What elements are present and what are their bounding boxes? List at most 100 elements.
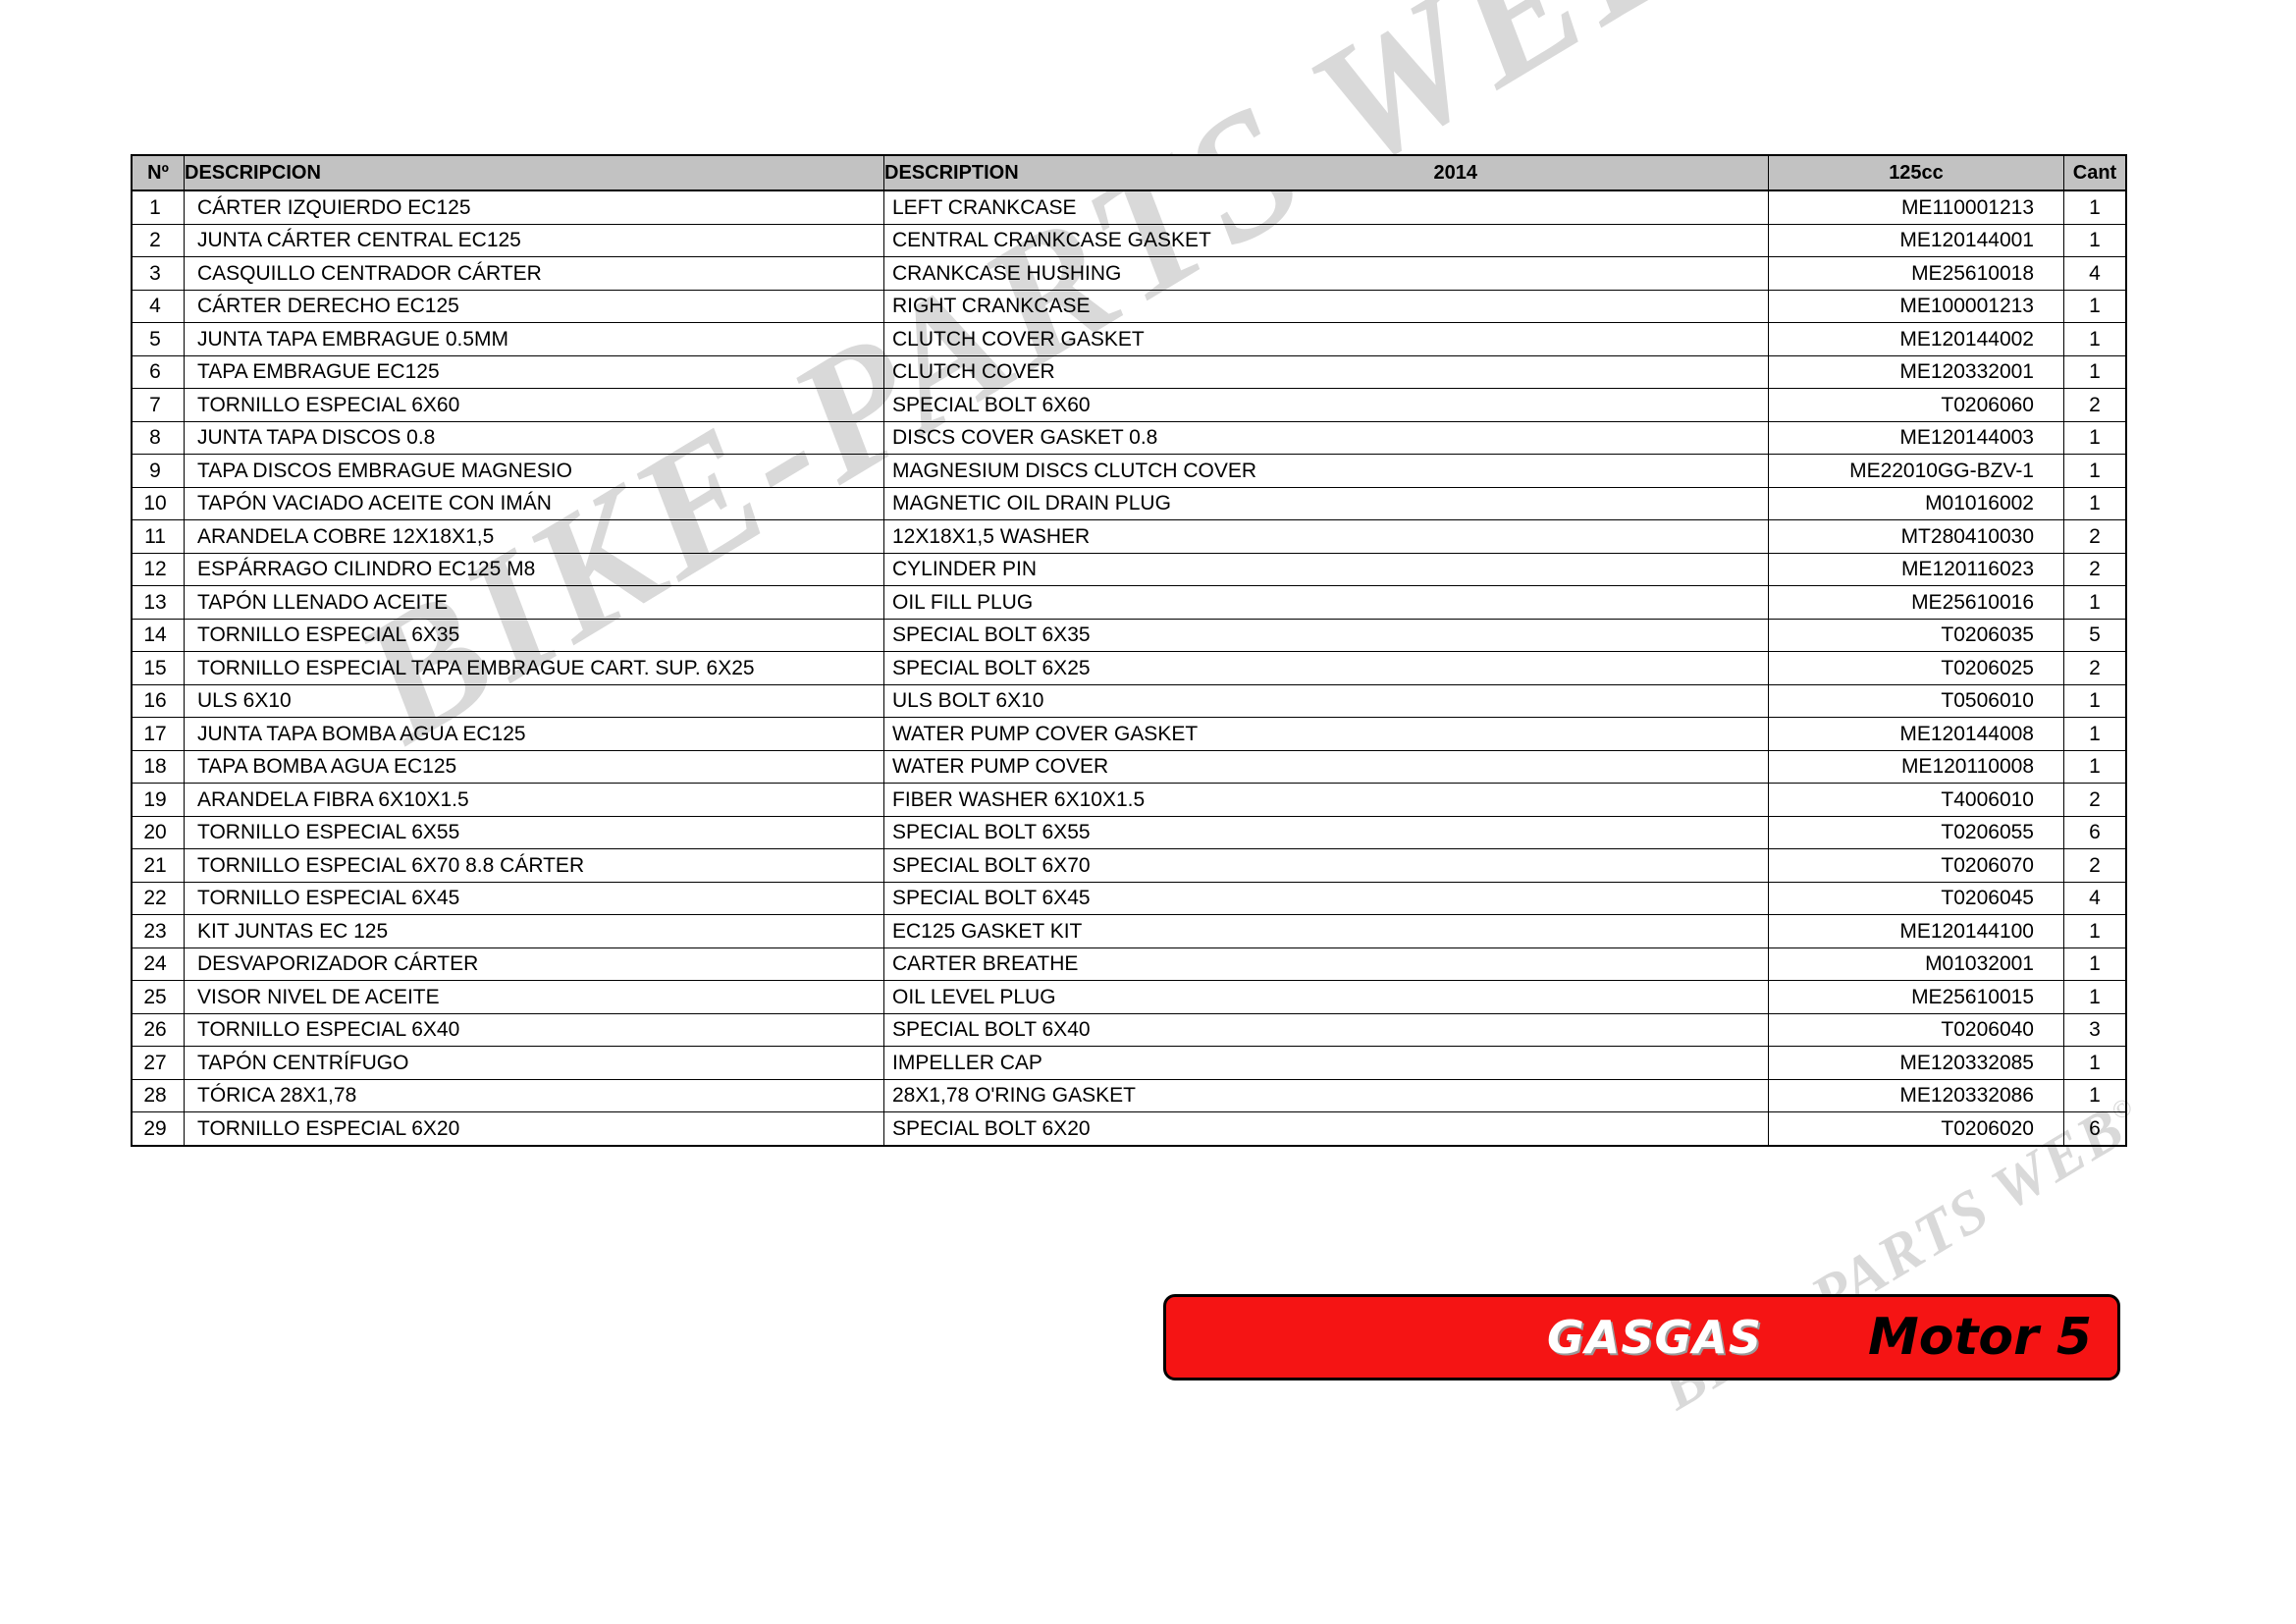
table-row[interactable]: 27 TAPÓN CENTRÍFUGO IMPELLER CAP ME12033208… [131,1046,2127,1080]
cell-number: 7 [131,388,185,422]
table-row[interactable]: 4 CÁRTER DERECHO EC125 RIGHT CRANKCASE ME10… [131,289,2127,323]
cell-description: RIGHT CRANKCASE [883,289,1769,323]
table-row[interactable]: 20 TORNILLO ESPECIAL 6X55 SPECIAL BOLT 6X5… [131,815,2127,849]
cell-description: MAGNETIC OIL DRAIN PLUG [883,486,1769,520]
cell-description: OIL FILL PLUG [883,585,1769,620]
cell-number: 3 [131,256,185,291]
cell-description: CLUTCH COVER GASKET [883,322,1769,356]
section-title-motor-5: Motor 5 [1868,1308,2092,1367]
cell-descripcion: TORNILLO ESPECIAL 6X60 [184,388,884,422]
cell-descripcion: TORNILLO ESPECIAL 6X70 8.8 CÁRTER [184,848,884,883]
table-row[interactable]: 28 TÓRICA 28X1,78 28X1,78 O'RING GASKET ME1… [131,1078,2127,1112]
table-row[interactable]: 16 ULS 6X10 ULS BOLT 6X10 T0506010 1 [131,683,2127,718]
table-row[interactable]: 15 TORNILLO ESPECIAL TAPA EMBRAGUE CART. … [131,651,2127,685]
cell-description: 12X18X1,5 WASHER [883,519,1769,554]
cell-number: 9 [131,454,185,488]
cell-number: 8 [131,420,185,455]
cell-description: FIBER WASHER 6X10X1.5 [883,783,1769,817]
cell-quantity: 1 [2063,289,2127,323]
table-row[interactable]: 26 TORNILLO ESPECIAL 6X40 SPECIAL BOLT 6X4… [131,1012,2127,1047]
cell-quantity: 2 [2063,783,2127,817]
table-row[interactable]: 24 DESVAPORIZADOR CÁRTER CARTER BREATHE M01… [131,947,2127,981]
table-row[interactable]: 7 TORNILLO ESPECIAL 6X60 SPECIAL BOLT 6X60… [131,388,2127,422]
table-row[interactable]: 12 ESPÁRRAGO CILINDRO EC125 M8 CYLINDER PI… [131,552,2127,586]
cell-reference: ME120144008 [1768,717,2064,751]
cell-quantity: 1 [2063,749,2127,784]
table-row[interactable]: 5 JUNTA TAPA EMBRAGUE 0.5MM CLUTCH COVER G… [131,322,2127,356]
cell-number: 14 [131,618,185,652]
cell-description: SPECIAL BOLT 6X45 [883,881,1769,915]
cell-number: 10 [131,486,185,520]
cell-number: 4 [131,289,185,323]
table-row[interactable]: 25 VISOR NIVEL DE ACEITE OIL LEVEL PLUG ME2… [131,980,2127,1014]
table-row[interactable]: 8 JUNTA TAPA DISCOS 0.8 DISCS COVER GASKET… [131,420,2127,455]
table-row[interactable]: 3 CASQUILLO CENTRADOR CÁRTER CRANKCASE HUS… [131,256,2127,291]
cell-description: SPECIAL BOLT 6X20 [883,1111,1769,1147]
cell-description: SPECIAL BOLT 6X60 [883,388,1769,422]
cell-description: SPECIAL BOLT 6X70 [883,848,1769,883]
footer-banner: GASGAS Motor 5 [1163,1294,2120,1380]
gasgas-logo: GASGAS [1547,1311,1762,1364]
table-row[interactable]: 1 CÁRTER IZQUIERDO EC125 LEFT CRANKCASE ME1… [131,189,2127,225]
cell-number: 1 [131,189,185,225]
table-row[interactable]: 23 KIT JUNTAS EC 125 EC125 GASKET KIT ME120… [131,914,2127,948]
cell-reference: ME120332085 [1768,1046,2064,1080]
cell-reference: ME25610018 [1768,256,2064,291]
cell-descripcion: ARANDELA COBRE 12X18X1,5 [184,519,884,554]
table-row[interactable]: 13 TAPÓN LLENADO ACEITE OIL FILL PLUG ME256… [131,585,2127,620]
cell-number: 29 [131,1111,185,1147]
cell-description: SPECIAL BOLT 6X25 [883,651,1769,685]
cell-descripcion: ULS 6X10 [184,683,884,718]
cell-descripcion: ESPÁRRAGO CILINDRO EC125 M8 [184,552,884,586]
cell-reference: T0206035 [1768,618,2064,652]
cell-reference: T4006010 [1768,783,2064,817]
parts-table-body: 1 CÁRTER IZQUIERDO EC125 LEFT CRANKCASE ME1… [131,189,2127,1147]
cell-number: 22 [131,881,185,915]
cell-reference: ME120144001 [1768,223,2064,257]
table-row[interactable]: 19 ARANDELA FIBRA 6X10X1.5 FIBER WASHER 6X… [131,783,2127,817]
cell-descripcion: TAPA BOMBA AGUA EC125 [184,749,884,784]
cell-quantity: 1 [2063,223,2127,257]
cell-reference: ME100001213 [1768,289,2064,323]
table-row[interactable]: 29 TORNILLO ESPECIAL 6X20 SPECIAL BOLT 6X2… [131,1111,2127,1147]
cell-reference: T0506010 [1768,683,2064,718]
cell-quantity: 1 [2063,1046,2127,1080]
cell-number: 28 [131,1078,185,1112]
cell-descripcion: TORNILLO ESPECIAL 6X55 [184,815,884,849]
cell-quantity: 6 [2063,1111,2127,1147]
cell-quantity: 2 [2063,519,2127,554]
table-row[interactable]: 21 TORNILLO ESPECIAL 6X70 8.8 CÁRTER SPECI… [131,848,2127,883]
cell-description: CYLINDER PIN [883,552,1769,586]
cell-quantity: 4 [2063,881,2127,915]
table-row[interactable]: 6 TAPA EMBRAGUE EC125 CLUTCH COVER ME120332… [131,354,2127,389]
header-row: Nº DESCRIPCION DESCRIPTION 2014 125cc Ca… [131,154,2127,191]
cell-number: 20 [131,815,185,849]
cell-description: ULS BOLT 6X10 [883,683,1769,718]
table-row[interactable]: 11 ARANDELA COBRE 12X18X1,5 12X18X1,5 WASH… [131,519,2127,554]
table-row[interactable]: 17 JUNTA TAPA BOMBA AGUA EC125 WATER PUMP … [131,717,2127,751]
cell-description: CARTER BREATHE [883,947,1769,981]
cell-quantity: 1 [2063,454,2127,488]
cell-number: 26 [131,1012,185,1047]
cell-reference: T0206055 [1768,815,2064,849]
cell-descripcion: CASQUILLO CENTRADOR CÁRTER [184,256,884,291]
cell-reference: T0206025 [1768,651,2064,685]
cell-number: 25 [131,980,185,1014]
cell-number: 5 [131,322,185,356]
cell-number: 2 [131,223,185,257]
cell-number: 23 [131,914,185,948]
cell-reference: ME25610015 [1768,980,2064,1014]
table-row[interactable]: 9 TAPA DISCOS EMBRAGUE MAGNESIO MAGNESIUM … [131,454,2127,488]
table-row[interactable]: 10 TAPÓN VACIADO ACEITE CON IMÁN MAGNETIC … [131,486,2127,520]
cell-descripcion: TAPÓN CENTRÍFUGO [184,1046,884,1080]
parts-table-header: Nº DESCRIPCION DESCRIPTION 2014 125cc Ca… [131,154,2127,191]
table-row[interactable]: 14 TORNILLO ESPECIAL 6X35 SPECIAL BOLT 6X3… [131,618,2127,652]
table-row[interactable]: 2 JUNTA CÁRTER CENTRAL EC125 CENTRAL CRANK… [131,223,2127,257]
column-header-reference: 125cc [1768,154,2064,191]
table-row[interactable]: 18 TAPA BOMBA AGUA EC125 WATER PUMP COVER M… [131,749,2127,784]
cell-description: CENTRAL CRANKCASE GASKET [883,223,1769,257]
cell-description: WATER PUMP COVER [883,749,1769,784]
cell-description: WATER PUMP COVER GASKET [883,717,1769,751]
table-row[interactable]: 22 TORNILLO ESPECIAL 6X45 SPECIAL BOLT 6X4… [131,881,2127,915]
